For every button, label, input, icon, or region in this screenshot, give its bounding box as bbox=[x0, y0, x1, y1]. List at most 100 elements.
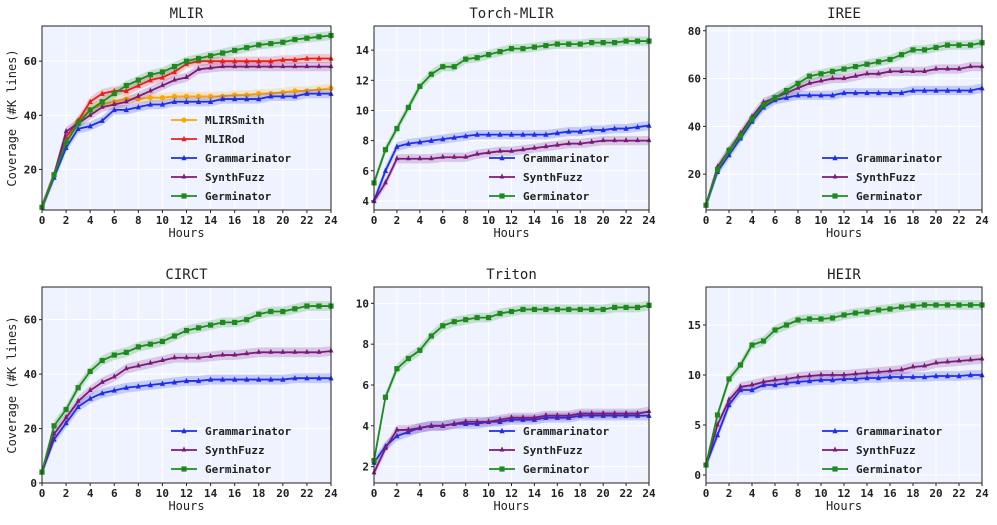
data-point bbox=[87, 122, 93, 129]
data-point bbox=[63, 406, 69, 413]
legend-label: Germinator bbox=[523, 463, 590, 476]
data-point bbox=[910, 373, 916, 380]
data-point bbox=[195, 325, 202, 331]
data-point bbox=[612, 304, 618, 311]
x-tick-label: 18 bbox=[252, 487, 265, 500]
data-point bbox=[220, 351, 225, 357]
series-grammarinator bbox=[39, 373, 334, 478]
data-point bbox=[577, 41, 583, 47]
data-point bbox=[463, 132, 469, 139]
data-point bbox=[207, 98, 214, 104]
data-point bbox=[737, 386, 744, 393]
legend-item-germinator: Germinator bbox=[489, 190, 590, 203]
data-point bbox=[887, 89, 893, 96]
data-point bbox=[508, 308, 515, 315]
data-point bbox=[183, 98, 190, 104]
x-tick-label: 0 bbox=[39, 487, 46, 500]
data-point bbox=[726, 376, 732, 382]
data-point bbox=[63, 139, 69, 145]
data-point bbox=[864, 309, 870, 315]
legend-item-germinator: Germinator bbox=[171, 190, 272, 203]
data-point bbox=[232, 376, 238, 382]
data-point bbox=[887, 306, 893, 312]
legend-marker bbox=[832, 154, 838, 161]
data-point bbox=[292, 56, 298, 63]
data-point bbox=[256, 42, 262, 48]
data-point bbox=[292, 374, 298, 381]
data-point bbox=[761, 378, 766, 384]
x-tick-label: 20 bbox=[597, 214, 610, 227]
x-tick-label: 24 bbox=[642, 214, 656, 227]
data-point bbox=[280, 376, 286, 382]
legend-marker bbox=[499, 446, 505, 452]
data-point bbox=[232, 62, 238, 69]
data-point bbox=[292, 88, 298, 94]
data-point bbox=[864, 70, 870, 76]
data-point bbox=[589, 39, 595, 46]
data-point bbox=[220, 62, 225, 69]
data-point bbox=[956, 302, 962, 308]
data-point bbox=[159, 74, 166, 80]
data-point bbox=[497, 147, 503, 153]
data-point bbox=[256, 91, 262, 97]
data-point bbox=[135, 383, 141, 389]
x-axis-label: Hours bbox=[826, 226, 862, 240]
legend-marker bbox=[181, 154, 187, 161]
y-tick-label: 6 bbox=[362, 379, 369, 392]
data-point bbox=[898, 89, 905, 96]
legend: Grammarinator SynthFuzz Germinator bbox=[822, 152, 942, 203]
y-tick-label: 2 bbox=[362, 461, 369, 474]
data-point bbox=[714, 412, 721, 418]
legend-marker bbox=[832, 446, 838, 452]
data-point bbox=[749, 116, 755, 122]
x-tick-label: 6 bbox=[439, 214, 446, 227]
legend-label: Grammarinator bbox=[205, 152, 291, 165]
x-tick-label: 2 bbox=[394, 214, 401, 227]
data-point bbox=[612, 137, 617, 143]
data-point bbox=[532, 144, 537, 150]
data-point bbox=[232, 57, 238, 64]
legend-marker bbox=[499, 154, 505, 161]
data-point bbox=[304, 303, 310, 309]
legend-item-synthfuzz: SynthFuzz bbox=[822, 171, 916, 184]
data-point bbox=[440, 422, 446, 428]
data-point bbox=[749, 381, 755, 387]
data-point bbox=[887, 367, 893, 373]
data-point bbox=[520, 46, 526, 52]
data-point bbox=[841, 89, 847, 96]
panel-circt: 0 2 4 6 8 10 12 14 16 18 20 22 240204060CIRCTHoursCo… bbox=[5, 267, 338, 513]
confidence-band bbox=[374, 136, 649, 206]
data-point bbox=[184, 354, 189, 360]
x-tick-label: 14 bbox=[860, 214, 874, 227]
data-point bbox=[232, 351, 238, 357]
data-point bbox=[508, 131, 515, 137]
x-tick-label: 2 bbox=[63, 487, 70, 500]
x-tick-label: 10 bbox=[482, 214, 495, 227]
data-point bbox=[316, 374, 322, 381]
legend-item-germinator: Germinator bbox=[489, 463, 590, 476]
data-point bbox=[316, 86, 322, 93]
data-point bbox=[531, 44, 538, 50]
legend-label: SynthFuzz bbox=[856, 444, 916, 457]
x-tick-label: 24 bbox=[642, 487, 656, 500]
x-tick-label: 22 bbox=[952, 214, 965, 227]
data-point bbox=[623, 125, 629, 131]
data-point bbox=[440, 323, 446, 329]
panel-title: Triton bbox=[486, 267, 537, 283]
legend-item-grammarinator: Grammarinator bbox=[822, 152, 942, 165]
data-point bbox=[208, 352, 213, 358]
data-point bbox=[195, 98, 202, 104]
data-point bbox=[543, 143, 549, 149]
data-point bbox=[382, 394, 389, 400]
x-tick-label: 0 bbox=[371, 214, 378, 227]
data-point bbox=[316, 34, 322, 40]
legend-item-germinator: Germinator bbox=[822, 190, 923, 203]
data-point bbox=[933, 87, 939, 93]
confidence-band bbox=[374, 120, 649, 206]
legend-marker bbox=[832, 427, 838, 434]
legend-item-synthfuzz: SynthFuzz bbox=[171, 171, 265, 184]
data-point bbox=[623, 304, 629, 311]
data-point bbox=[147, 76, 153, 83]
legend: Grammarinator SynthFuzz Germinator bbox=[489, 425, 609, 476]
legend-marker bbox=[499, 193, 505, 199]
